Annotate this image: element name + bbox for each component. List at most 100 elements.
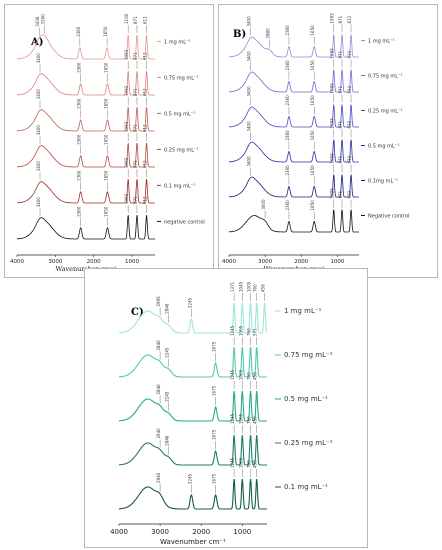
peak-label: 1093 — [330, 48, 335, 59]
legend-label: 0.25 mg mL⁻¹ — [164, 147, 199, 153]
peak-label: 612 — [347, 155, 352, 163]
spectrum-line — [16, 34, 155, 60]
peak-label: 1005 — [238, 457, 243, 468]
peak-label: 2846 — [156, 384, 161, 395]
x-tick-label: 1000 — [330, 259, 344, 265]
legend-label: 1 mg mL⁻¹ — [284, 307, 322, 315]
spectrum-line — [119, 390, 267, 422]
peak-label: 1005 — [238, 325, 243, 336]
peak-label: 1371 — [230, 281, 235, 292]
peak-label: 1005 — [238, 369, 243, 380]
peak-label: 2360 — [77, 170, 82, 181]
peak-label: 3400 — [36, 53, 41, 64]
peak-label: 612 — [347, 15, 352, 23]
peak-label: 871 — [133, 160, 138, 168]
peak-label: 1245 — [230, 457, 235, 468]
peak-label: 3400 — [36, 89, 41, 100]
spectrum-line — [16, 214, 155, 240]
peak-label: 3290 — [41, 14, 46, 25]
x-tick-label: 4000 — [222, 259, 236, 265]
peak-label: 1093 — [330, 118, 335, 129]
peak-label: 1650 — [103, 134, 108, 145]
peak-label: 612 — [143, 16, 148, 24]
peak-label: 1245 — [230, 325, 235, 336]
peak-label: 1650 — [310, 130, 315, 141]
peak-label: 459 — [253, 460, 258, 468]
spectrum-line — [119, 302, 268, 334]
x-tick-label: 4000 — [10, 259, 24, 265]
peak-label: 612 — [347, 50, 352, 58]
series-3: 3400 2360 1650 1093 871 612 0.5 mg mL⁻¹ — [228, 118, 399, 163]
spectrum-line — [228, 209, 359, 233]
chart-panel-a: A) 3436 3290 2360 1650 1100 871 612 1 mg mL⁻¹ 340… — [4, 4, 214, 278]
chart-panel-c: C) 2995 2846 2245 1371 1045 1005 760 459 1 mg mL⁻… — [84, 268, 368, 548]
legend-label: 0.5 mg mL⁻¹ — [368, 144, 399, 150]
x-tick-label: 3000 — [48, 259, 62, 265]
series-0: 3436 3290 2360 1650 1100 871 612 1 mg mL⁻¹ — [16, 13, 191, 60]
peak-label: 2360 — [285, 95, 290, 106]
series-4: 2940 2245 1675 1245 1005 760 459 0.1 mg mL⁻¹ — [119, 457, 328, 510]
peak-label: 2360 — [77, 98, 82, 109]
peak-label: 3400 — [247, 121, 252, 132]
peak-label: 2846 — [156, 340, 161, 351]
peak-label: 1650 — [103, 206, 108, 217]
peak-label: 2360 — [77, 206, 82, 217]
peak-label: 1093 — [124, 121, 129, 132]
series-2: 3400 2360 1650 1093 871 612 0.5 mg mL⁻¹ — [16, 85, 195, 132]
peak-label: 2245 — [164, 391, 169, 402]
peak-label: 871 — [338, 50, 343, 58]
chart-panel-b: B) 3400 2880 2360 1650 1093 871 612 1 mg mL⁻¹ 340… — [218, 4, 438, 278]
legend-label: 0.5 mg mL⁻¹ — [164, 111, 195, 117]
legend-label: 0.25 mg mL⁻¹ — [284, 439, 333, 447]
peak-label: 2360 — [285, 60, 290, 71]
series-5: 3000 2360 1650 1093 871 612 Negative control — [228, 188, 409, 233]
peak-label: 3400 — [36, 125, 41, 136]
spectrum-line — [119, 434, 267, 466]
peak-label: 612 — [143, 52, 148, 60]
peak-label: 1005 — [247, 281, 252, 292]
peak-label: 1045 — [238, 281, 243, 292]
peak-label: 871 — [133, 16, 138, 24]
x-tick-label: 3000 — [151, 528, 169, 536]
peak-label: 1650 — [310, 165, 315, 176]
peak-label: 871 — [338, 155, 343, 163]
legend-label: 0.75 mg mL⁻¹ — [164, 75, 199, 81]
peak-label: 459 — [253, 416, 258, 424]
peak-label: 2245 — [187, 297, 192, 308]
peak-label: 871 — [338, 190, 343, 198]
x-tick-label: 2000 — [87, 259, 101, 265]
spectrum-line — [228, 139, 359, 163]
peak-label: 1093 — [330, 83, 335, 94]
series-5: 3400 2360 1650 1093 871 612 negative control — [16, 193, 205, 240]
peak-label: 2846 — [164, 435, 169, 446]
peak-label: 1675 — [212, 385, 217, 396]
x-tick-label: 1000 — [125, 259, 139, 265]
spectrum-line — [228, 174, 359, 198]
spectrum-line — [119, 346, 267, 378]
peak-label: 1093 — [330, 13, 335, 24]
peak-label: 2360 — [285, 200, 290, 211]
peak-label: 1100 — [124, 13, 129, 24]
peak-label: 612 — [347, 190, 352, 198]
peak-label: 3400 — [247, 86, 252, 97]
x-tick-label: 2000 — [294, 259, 308, 265]
peak-label: 2360 — [77, 62, 82, 73]
spectrum-line — [228, 34, 359, 58]
peak-label: 2360 — [285, 130, 290, 141]
spectrum-line — [16, 142, 155, 168]
peak-label: 1675 — [212, 473, 217, 484]
peak-label: 1005 — [238, 413, 243, 424]
peak-label: 871 — [133, 196, 138, 204]
peak-label: 3436 — [35, 16, 40, 27]
peak-label: 871 — [338, 85, 343, 93]
panel-label: B) — [233, 29, 246, 40]
peak-label: 3400 — [247, 16, 252, 27]
peak-label: 2940 — [156, 472, 161, 483]
peak-label: 1093 — [124, 85, 129, 96]
peak-label: 459 — [261, 284, 266, 292]
series-4: 3400 2360 1650 1093 871 612 0.1 mg mL⁻¹ — [16, 157, 195, 204]
peak-label: 2995 — [156, 296, 161, 307]
peak-label: 760 — [247, 416, 252, 424]
